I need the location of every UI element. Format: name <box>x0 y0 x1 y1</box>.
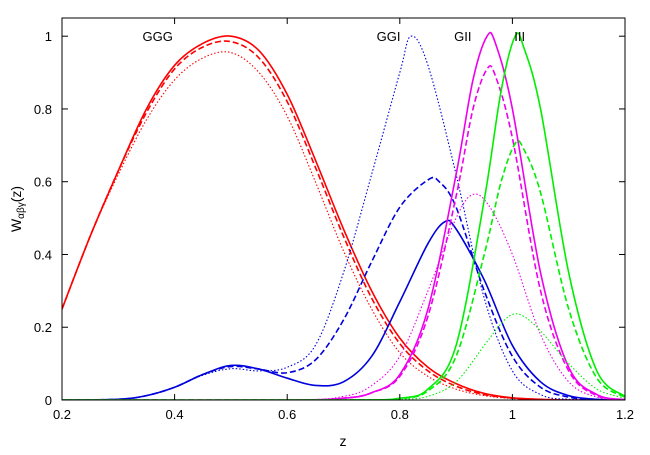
series-line-9 <box>62 32 625 400</box>
y-axis-title-suffix: (z) <box>8 186 24 202</box>
annotation-layer: GGG GGI GII III <box>143 29 526 44</box>
curve-label-iii: III <box>514 29 525 44</box>
series-line-3 <box>62 219 625 400</box>
x-tick-label: 1.2 <box>616 407 634 422</box>
series-layer <box>62 31 625 400</box>
x-tick-label: 1 <box>509 407 516 422</box>
x-tick-label: 0.6 <box>278 407 296 422</box>
series-line-7 <box>62 65 625 400</box>
y-tick-label: 1 <box>45 29 52 44</box>
series-line-5 <box>62 35 625 400</box>
y-tick-label: 0.8 <box>34 102 52 117</box>
series-line-1 <box>62 40 625 400</box>
curve-label-ggi: GGI <box>377 29 401 44</box>
series-line-8 <box>62 193 625 400</box>
y-axis-title-main: W <box>8 218 24 232</box>
y-tick-label: 0.6 <box>34 175 52 190</box>
y-tick-label: 0.4 <box>34 247 52 262</box>
ticks-layer: 0.2 0.4 0.6 0.8 1 1.200.20.40.60.81 <box>34 18 634 422</box>
series-line-4 <box>62 176 625 400</box>
y-tick-label: 0 <box>45 393 52 408</box>
x-tick-label: 0.8 <box>391 407 409 422</box>
x-axis-title: z <box>340 433 347 449</box>
curve-label-gii: GII <box>454 29 471 44</box>
series-line-0 <box>62 35 625 400</box>
plot-frame <box>61 17 626 401</box>
series-line-6 <box>62 31 625 400</box>
x-tick-label: 0.2 <box>53 407 71 422</box>
y-axis-title-subscript: αβγ <box>16 202 27 219</box>
y-axis-title: Wαβγ(z) <box>8 186 27 232</box>
y-tick-label: 0.2 <box>34 320 52 335</box>
curve-label-ggg: GGG <box>143 29 173 44</box>
series-line-2 <box>62 51 625 400</box>
x-tick-label: 0.4 <box>166 407 184 422</box>
